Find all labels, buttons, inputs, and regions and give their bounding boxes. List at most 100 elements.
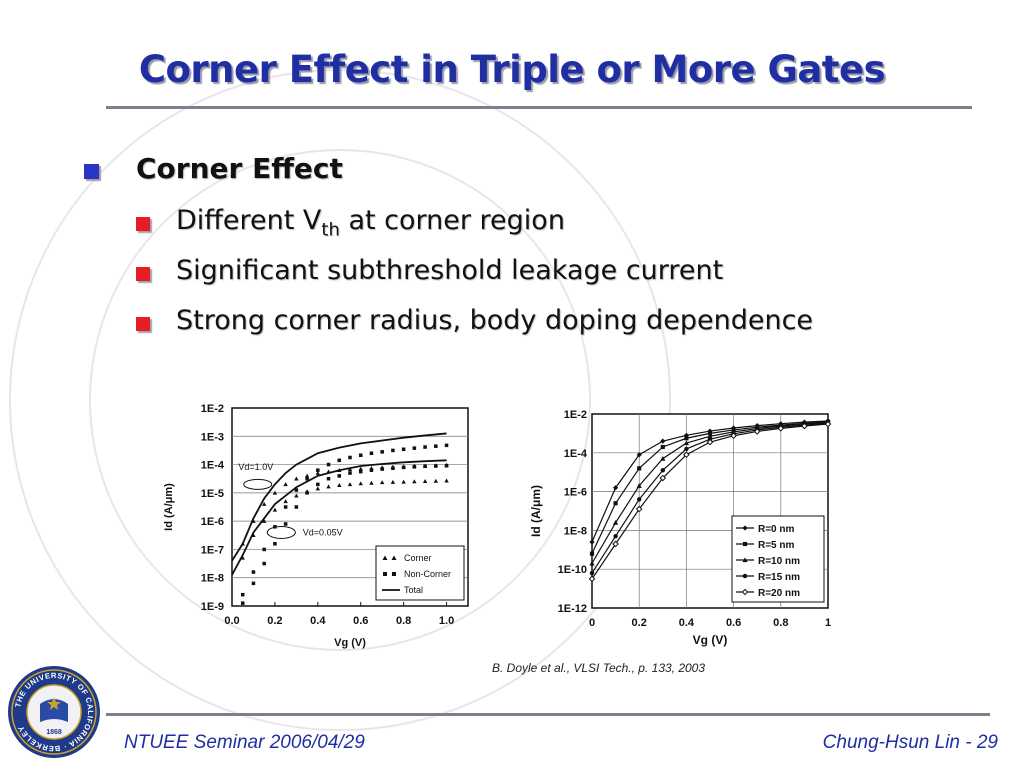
data-point xyxy=(337,458,342,463)
y-tick-label: 1E-8 xyxy=(564,525,587,537)
x-tick-label: 0.2 xyxy=(267,615,282,627)
y-tick-label: 1E-10 xyxy=(558,564,587,576)
data-point xyxy=(240,601,245,605)
data-point xyxy=(294,488,299,492)
data-point xyxy=(294,505,299,509)
data-point xyxy=(588,575,596,583)
data-point xyxy=(348,455,352,460)
data-point xyxy=(326,476,331,481)
data-point xyxy=(326,484,331,489)
data-point xyxy=(294,493,299,498)
data-point xyxy=(613,520,619,525)
data-point xyxy=(379,480,385,485)
annotation-label: Vd=0.05V xyxy=(303,527,343,537)
x-tick-label: 0.4 xyxy=(310,615,326,627)
legend-box xyxy=(375,545,465,601)
legend-marker xyxy=(741,588,749,596)
data-point xyxy=(380,450,384,454)
data-point xyxy=(358,469,363,474)
data-point xyxy=(706,438,714,446)
data-point xyxy=(660,444,665,450)
data-point xyxy=(589,570,595,576)
data-point xyxy=(444,463,449,468)
data-point xyxy=(315,470,321,475)
data-point xyxy=(589,560,595,566)
legend: R=0 nm R=5 nm R=10 nm R=15 nm R=20 nm xyxy=(731,515,825,603)
data-point xyxy=(422,479,428,484)
legend-label: R=10 nm xyxy=(758,556,800,567)
data-point xyxy=(684,446,689,452)
legend-marker xyxy=(742,573,748,579)
data-point xyxy=(294,476,299,481)
y-tick-label: 1E-7 xyxy=(201,544,224,556)
data-point xyxy=(251,581,256,586)
data-point xyxy=(401,465,406,470)
legend-label: Total xyxy=(404,585,423,595)
data-point xyxy=(589,539,595,545)
title-divider xyxy=(106,106,972,109)
data-point xyxy=(637,466,642,471)
citation: B. Doyle et al., VLSI Tech., p. 133, 200… xyxy=(492,661,706,675)
data-point xyxy=(262,561,266,566)
legend-label: R=20 nm xyxy=(758,588,800,599)
y-tick-label: 1E-5 xyxy=(201,488,224,500)
slide-title: Corner Effect in Triple or More Gates xyxy=(138,48,886,91)
data-point xyxy=(358,466,363,471)
bullet-sub-post: at corner region xyxy=(339,205,565,236)
x-tick-label: 0.8 xyxy=(773,617,788,629)
bullet-sub-subscript: th xyxy=(321,219,340,241)
y-tick-label: 1E-8 xyxy=(201,573,224,585)
x-tick-label: 1 xyxy=(825,617,831,629)
data-point xyxy=(261,501,267,506)
series-total xyxy=(231,459,447,576)
legend-label: R=15 nm xyxy=(758,572,800,583)
data-point xyxy=(824,420,832,428)
y-axis-label: Id (A/μm) xyxy=(529,485,543,537)
data-point xyxy=(283,482,288,487)
y-tick-label: 1E-2 xyxy=(564,409,587,421)
bullet-sub-text: Strong corner radius, body doping depend… xyxy=(176,305,814,336)
footer-author-page: Chung-Hsun Lin - 29 xyxy=(822,732,998,753)
data-point xyxy=(358,453,363,457)
data-point xyxy=(589,551,595,556)
footer-divider xyxy=(106,713,990,716)
data-point xyxy=(444,478,449,483)
data-point xyxy=(337,483,342,487)
series-total xyxy=(231,432,447,562)
data-point xyxy=(273,542,277,546)
data-point xyxy=(707,431,713,436)
university-seal-logo: THE UNIVERSITY OF CALIFORNIA · BERKELEY … xyxy=(8,666,100,758)
data-point xyxy=(434,464,438,468)
data-point xyxy=(659,474,667,482)
data-point xyxy=(660,456,666,461)
data-point xyxy=(423,445,427,449)
data-point xyxy=(391,448,395,453)
data-point xyxy=(683,440,689,446)
data-point xyxy=(613,501,618,506)
bullet-square-icon xyxy=(136,267,150,281)
legend-marker xyxy=(383,572,387,576)
data-point xyxy=(316,468,320,472)
bullet-sub-text: Significant subthreshold leakage current xyxy=(176,255,724,286)
data-point xyxy=(304,473,310,478)
data-point xyxy=(283,522,288,526)
annotation-ellipse xyxy=(266,525,296,539)
y-tick-label: 1E-12 xyxy=(558,603,587,615)
data-point xyxy=(683,451,690,459)
data-point xyxy=(390,479,396,484)
data-point xyxy=(348,471,352,475)
y-tick-label: 1E-4 xyxy=(201,460,225,472)
legend-label: R=5 nm xyxy=(758,540,795,551)
data-point xyxy=(636,483,642,488)
annotation-ellipse xyxy=(243,478,273,490)
data-point xyxy=(251,570,256,574)
x-tick-label: 1.0 xyxy=(439,615,454,627)
data-point xyxy=(612,540,619,548)
x-tick-label: 0.6 xyxy=(353,615,368,627)
legend-box xyxy=(731,515,825,603)
x-tick-label: 0 xyxy=(589,617,595,629)
data-point xyxy=(391,466,395,471)
data-point xyxy=(434,444,438,448)
x-tick-label: 0.2 xyxy=(632,617,647,629)
data-point xyxy=(261,518,267,523)
